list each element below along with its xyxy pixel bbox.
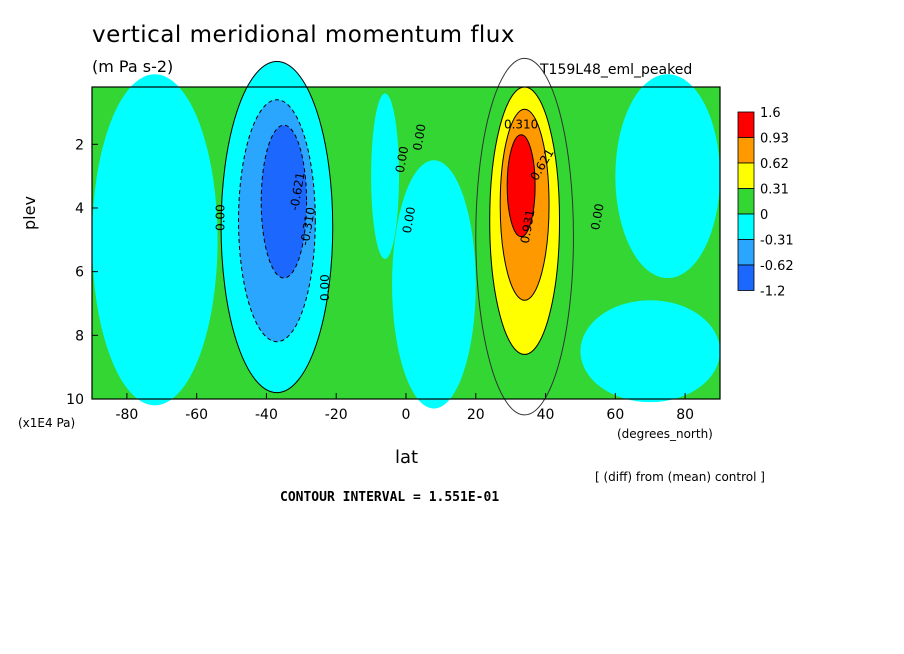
legend-swatch xyxy=(737,111,755,138)
contour-label: 0.00 xyxy=(400,206,418,235)
x-tick-label: 60 xyxy=(606,407,624,423)
y-tick-label: 8 xyxy=(75,328,84,344)
contour-label: 0.00 xyxy=(410,123,428,152)
negative-region xyxy=(615,74,721,279)
contour-label: 0.00 xyxy=(318,274,332,301)
legend-label: 0.93 xyxy=(760,132,789,147)
y-axis: 2 4 6 8 10 xyxy=(66,137,98,408)
x-tick-label: 20 xyxy=(467,407,485,423)
legend-swatch xyxy=(737,264,755,291)
contour-line xyxy=(220,61,334,394)
negative-region xyxy=(392,160,476,409)
legend-label: -0.62 xyxy=(760,259,794,274)
x-tick-label: 0 xyxy=(402,407,411,423)
run-name: T159L48_eml_peaked xyxy=(540,62,693,78)
x-axis-units: (degrees_north) xyxy=(617,427,713,441)
color-legend: 1.6 0.93 0.62 0.31 0 -0.31 -0.62 -1.2 xyxy=(737,106,794,300)
x-axis: -80 -60 -40 -20 0 20 40 60 80 xyxy=(115,393,694,423)
x-tick-label: -60 xyxy=(185,407,208,423)
legend-swatch xyxy=(737,213,755,240)
x-tick-label: 40 xyxy=(537,407,555,423)
legend-label: -1.2 xyxy=(760,285,785,300)
y-tick-label: 2 xyxy=(75,137,84,153)
legend-label: 0 xyxy=(760,208,768,223)
filled-contours xyxy=(92,61,721,409)
legend-swatch xyxy=(737,162,755,189)
legend-swatch xyxy=(737,188,755,215)
legend-label: -0.31 xyxy=(760,234,794,249)
contour-line xyxy=(475,57,574,416)
negative-region xyxy=(92,74,218,406)
contour-lines xyxy=(220,57,574,416)
contour-label: 0.00 xyxy=(214,204,228,231)
diff-note: [ (diff) from (mean) control ] xyxy=(595,470,765,484)
x-tick-label: -80 xyxy=(115,407,138,423)
legend-swatch xyxy=(737,137,755,164)
contour-label: -0.621 xyxy=(287,171,308,212)
positive-cell-093 xyxy=(507,134,536,237)
contour-label: 0.00 xyxy=(588,202,606,231)
legend-label: 0.62 xyxy=(760,157,789,172)
negative-cell-inner xyxy=(261,125,307,279)
negative-region xyxy=(371,93,400,259)
y-tick-label: 6 xyxy=(75,265,84,281)
contour-label-group: 0.000.000.00 0.000.000.00-0.621-0.3100.31… xyxy=(214,117,607,301)
contour-line xyxy=(260,124,308,279)
contour-label: 0.310 xyxy=(504,117,538,131)
x-axis-label: lat xyxy=(395,447,419,468)
x-tick-label: 80 xyxy=(676,407,694,423)
legend-swatch xyxy=(737,239,755,266)
chart-title: vertical meridional momentum flux xyxy=(92,22,515,48)
negative-region xyxy=(580,300,720,403)
contour-line xyxy=(506,134,536,238)
contour-line xyxy=(238,99,316,343)
x-tick-label: -20 xyxy=(325,407,348,423)
contour-label: -0.310 xyxy=(298,206,319,247)
y-tick-label: 10 xyxy=(66,392,84,408)
y-tick-label: 4 xyxy=(75,201,84,217)
contour-line xyxy=(499,108,550,301)
y-axis-units: (x1E4 Pa) xyxy=(18,416,76,430)
contour-interval: CONTOUR INTERVAL = 1.551E-01 xyxy=(280,490,500,505)
legend-label: 1.6 xyxy=(760,106,781,121)
contour-label: 0.00 xyxy=(393,145,411,174)
contour-label: 0.931 xyxy=(518,208,538,244)
legend-label: 0.31 xyxy=(760,183,789,198)
chart-units: (m Pa s-2) xyxy=(92,57,174,76)
x-tick-label: -40 xyxy=(255,407,278,423)
